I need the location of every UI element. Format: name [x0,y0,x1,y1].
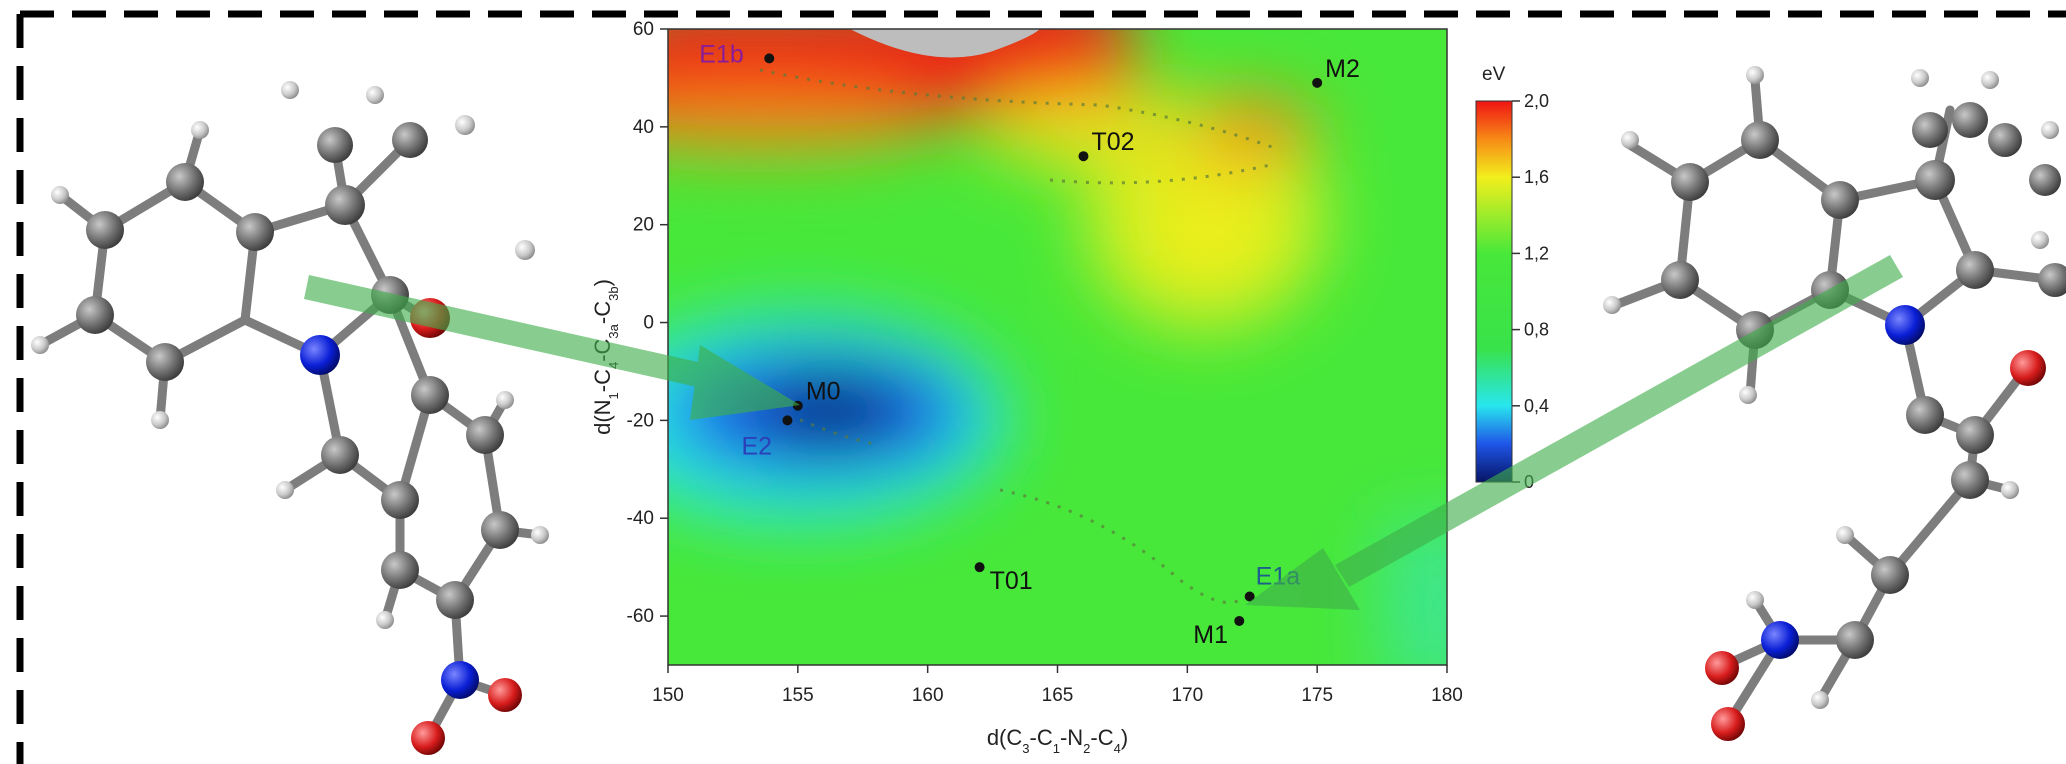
colorbar: eV 00,40,81,21,62,0 [1475,64,1549,492]
point-e1b-label: E1b [699,40,743,68]
y-axis-ticks: -60 -40 -20 0 20 40 60 [627,19,668,627]
y-tick-label: -60 [627,606,654,627]
point-e1b-marker [764,53,775,64]
y-tick-label: -40 [627,508,654,529]
axis-label-part: -N [1060,725,1083,750]
dashed-frame [16,10,2066,764]
axis-label-part: -C [1030,725,1053,750]
x-tick-label: 180 [1431,685,1463,706]
point-e2-marker [782,415,793,426]
reaction-path-trace [759,68,1281,604]
axis-label-subscript: 3 [1022,741,1029,756]
axis-label-subscript: 3a [606,323,621,338]
point-t01-marker [974,562,985,573]
point-t02-label: T02 [1091,128,1134,156]
axis-label-part: ) [590,279,615,286]
colorbar-tick-label: 0,4 [1524,396,1549,416]
energy-heatmap [668,29,1447,665]
colorbar-ticks: 00,40,81,21,62,0 [1512,91,1549,492]
axis-label-part: -C [590,301,615,324]
axis-label-subscript: 4 [1114,741,1121,756]
point-m1-marker [1234,615,1245,626]
axis-label-part: d(C [987,725,1023,750]
point-t02-marker [1078,151,1089,162]
colorbar-tick-label: 0,8 [1524,320,1549,340]
axis-label-subscript: 1 [1053,741,1060,756]
x-tick-label: 165 [1042,685,1074,706]
point-e2-label: E2 [741,432,772,460]
x-tick-label: 150 [652,685,684,706]
molecule-right [1603,66,2066,741]
colorbar-title: eV [1482,64,1506,85]
x-axis-title: d(C3-C1-N2-C4) [987,725,1128,756]
colorbar-tick-label: 1,2 [1524,243,1549,263]
arrow-left-to-m0 [304,275,800,420]
x-tick-label: 155 [782,685,814,706]
axis-label-subscript: 1 [606,392,621,399]
x-tick-label: 170 [1171,685,1203,706]
axis-label-part: d(N [590,399,615,434]
point-t01-label: T01 [990,567,1033,595]
colorbar-tick-label: 2,0 [1524,91,1549,111]
x-tick-label: 175 [1301,685,1333,706]
point-e1a-marker [1244,591,1255,602]
y-tick-label: -20 [627,410,654,431]
x-axis-ticks: 150 155 160 165 170 175 180 [652,665,1463,706]
arrow-right-to-m1 [1245,255,1903,610]
axis-label-part: -C [1090,725,1113,750]
molecule-left [31,81,549,755]
axis-label-subscript: 2 [1083,741,1090,756]
axis-label-subscript: 3b [606,286,621,300]
y-tick-label: 20 [633,215,654,236]
point-m2-label: M2 [1325,55,1360,83]
y-tick-label: 40 [633,117,654,138]
colorbar-tick-label: 1,6 [1524,167,1549,187]
axis-label-part: ) [1121,725,1128,750]
point-m1-label: M1 [1193,621,1228,649]
point-m2-marker [1312,77,1323,88]
x-axis-label: d(C3-C1-N2-C4) [987,725,1128,756]
x-tick-label: 160 [912,685,944,706]
axis-label-part: -C [590,369,615,392]
y-tick-label: 0 [643,313,654,334]
point-m0-label: M0 [806,378,841,406]
y-tick-label: 60 [633,19,654,40]
